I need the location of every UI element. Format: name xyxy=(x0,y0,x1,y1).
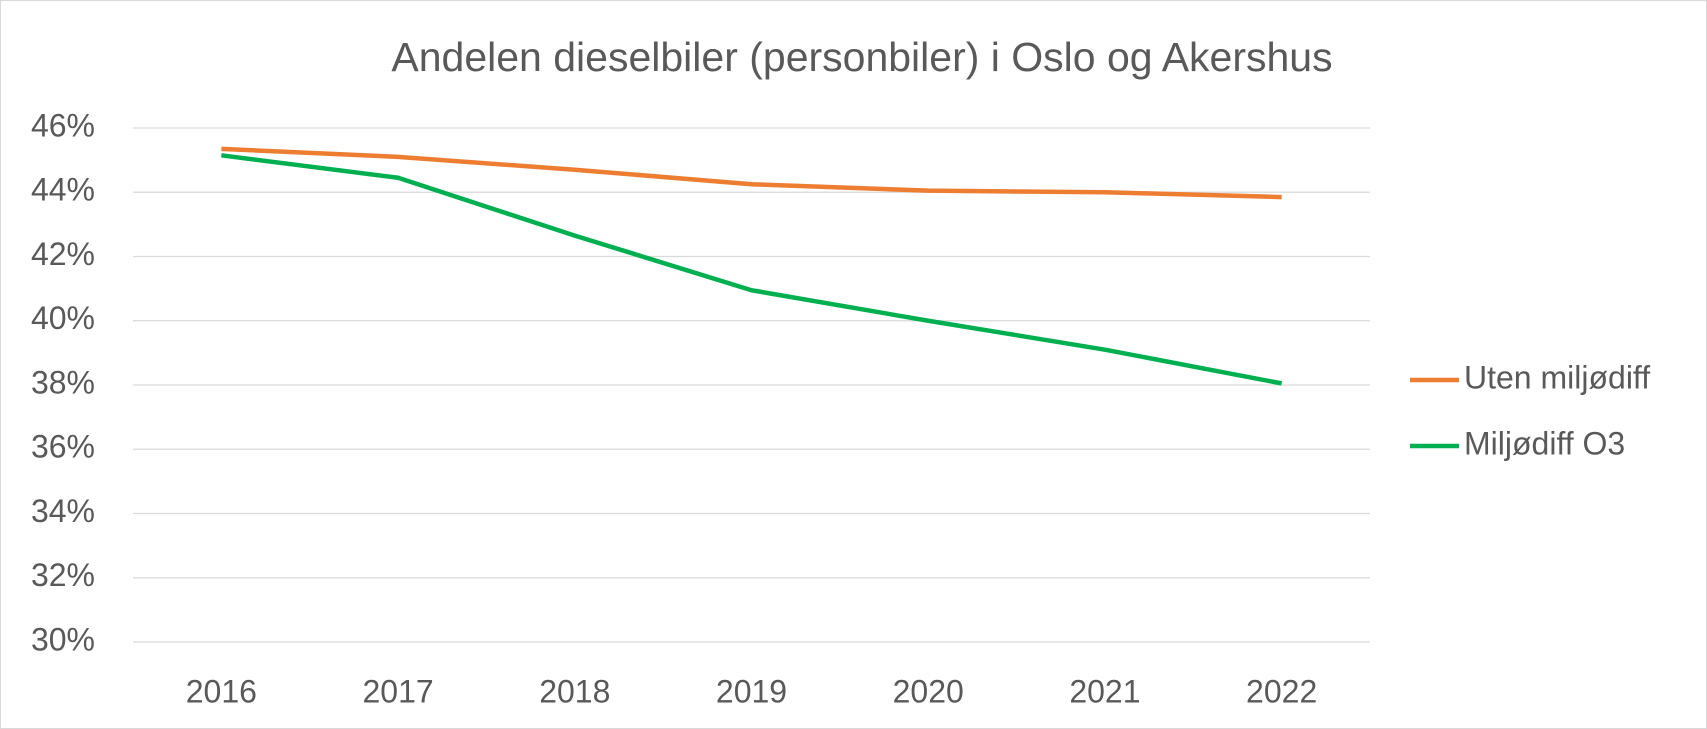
chart-title: Andelen dieselbiler (personbiler) i Oslo… xyxy=(391,34,1332,80)
x-tick-label: 2018 xyxy=(539,673,610,709)
y-tick-label: 46% xyxy=(31,107,95,143)
y-tick-label: 30% xyxy=(31,621,95,657)
line-series xyxy=(221,153,1283,386)
x-tick-label: 2019 xyxy=(716,673,787,709)
y-tick-label: 40% xyxy=(31,300,95,336)
x-tick-label: 2022 xyxy=(1246,673,1317,709)
y-tick-label: 44% xyxy=(31,172,95,208)
y-tick-label: 32% xyxy=(31,557,95,593)
line-series xyxy=(221,146,1282,200)
y-tick-label: 36% xyxy=(31,429,95,465)
legend-label: Miljødiff O3 xyxy=(1464,425,1625,461)
legend-label: Uten miljødiff xyxy=(1464,359,1650,395)
y-tick-label: 34% xyxy=(31,493,95,529)
x-tick-label: 2021 xyxy=(1069,673,1140,709)
y-tick-label: 38% xyxy=(31,364,95,400)
x-tick-label: 2017 xyxy=(362,673,433,709)
x-tick-label: 2016 xyxy=(186,673,257,709)
y-tick-label: 42% xyxy=(31,236,95,272)
x-tick-label: 2020 xyxy=(893,673,964,709)
